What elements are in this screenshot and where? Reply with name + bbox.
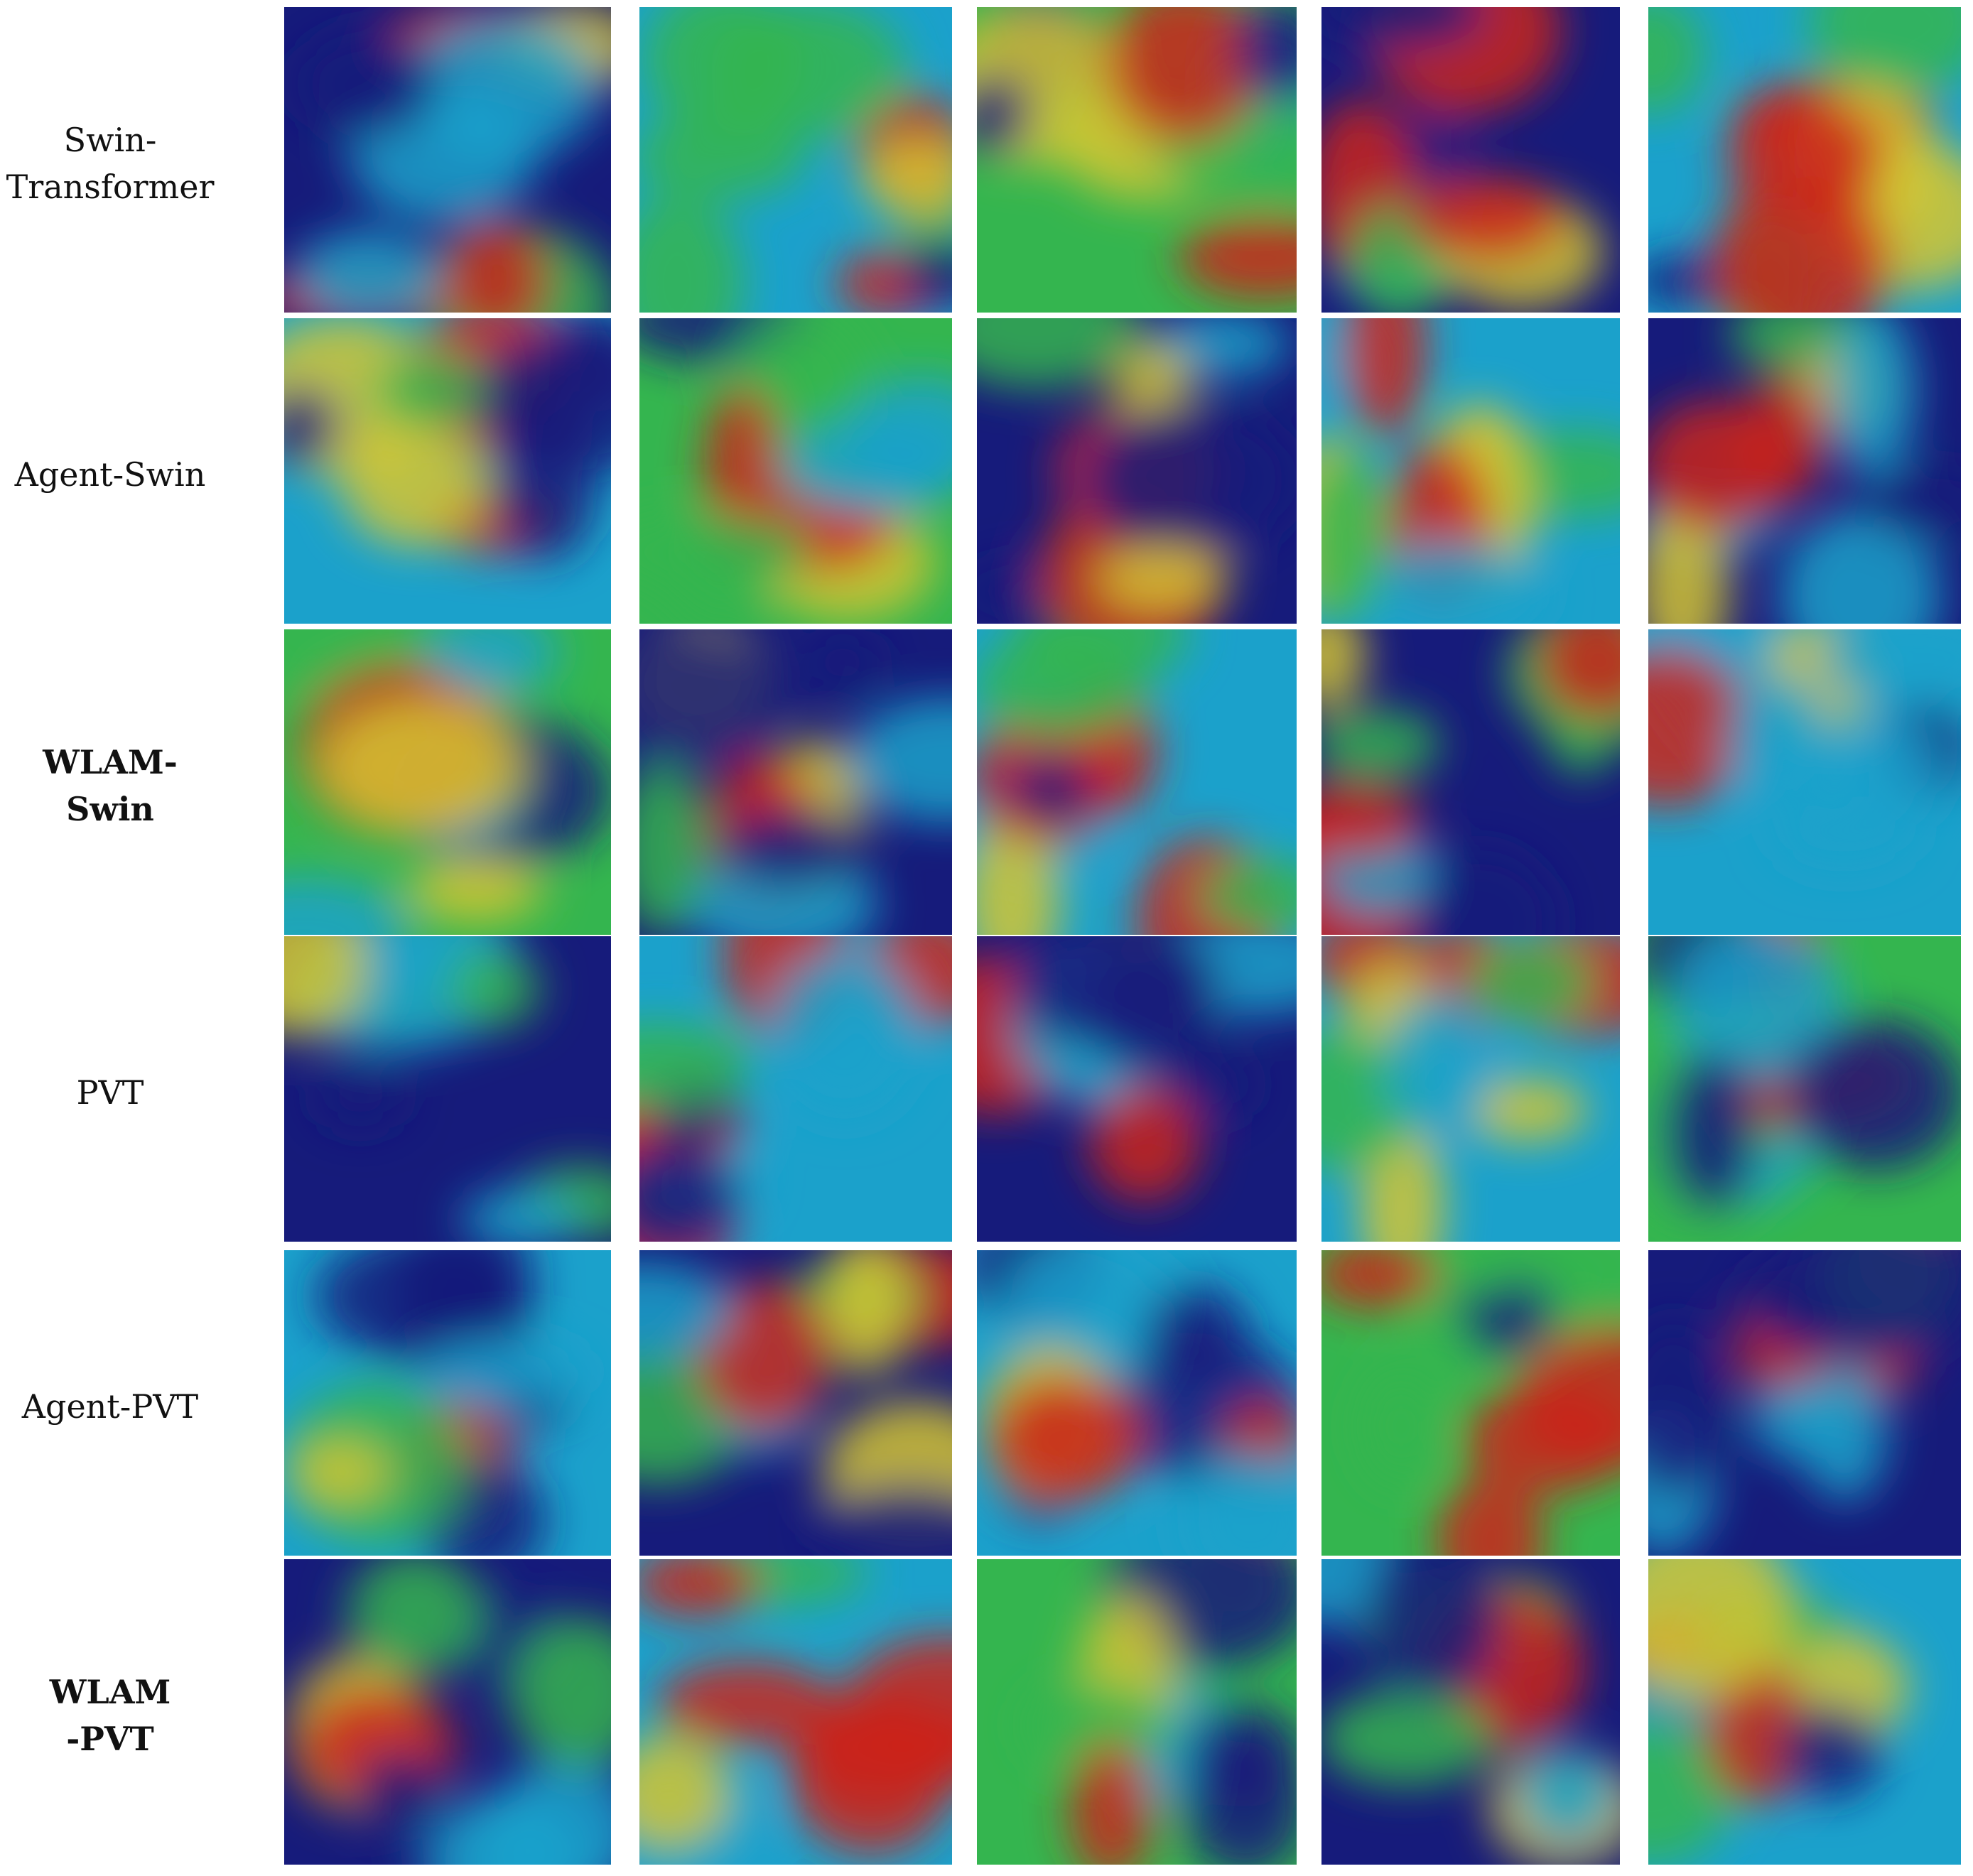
heatmap-image-scene-gym [977,629,1297,935]
heatmap-image-scene-drummer [1321,629,1620,935]
heatmap-image-scene-plant [639,318,952,624]
row-label: Swin- Transformer [0,7,220,320]
heatmap-image-scene-gym [977,7,1297,313]
heatmap-image-scene-people-dog [284,1250,611,1556]
figure-row: WLAM -PVT [0,1559,1973,1872]
heatmap-image-scene-floor-foot [1648,1559,1961,1865]
heatmap-image-scene-floor-foot [1648,936,1961,1242]
heatmap-image-scene-plant [639,1250,952,1556]
heatmap-image-scene-people-dog [284,629,611,935]
heatmap-image-scene-plant [639,1559,952,1865]
row-label-text: Swin- Transformer [6,121,215,206]
heatmap-image-scene-floor-foot [1648,318,1961,624]
row-label-text: WLAM -PVT [49,1673,171,1758]
row-label-text: WLAM- Swin [43,743,178,828]
heatmap-image-scene-drummer [1321,7,1620,313]
heatmap-image-scene-drummer [1321,936,1620,1242]
row-label-text: Agent-Swin [14,455,206,494]
row-label-text: PVT [76,1073,144,1112]
heatmap-image-scene-drummer [1321,1559,1620,1865]
heatmap-image-scene-gym [977,318,1297,624]
figure-row: WLAM- Swin [0,629,1973,942]
heatmap-image-scene-people-dog [284,318,611,624]
heatmap-image-scene-floor-foot [1648,1250,1961,1556]
figure-row: Agent-PVT [0,1250,1973,1563]
row-label-text: Agent-PVT [21,1387,199,1426]
heatmap-image-scene-drummer [1321,318,1620,624]
row-label: Agent-PVT [0,1250,220,1563]
heatmap-image-scene-floor-foot [1648,7,1961,313]
heatmap-image-scene-people-dog [284,936,611,1242]
heatmap-image-scene-plant [639,936,952,1242]
heatmap-image-scene-gym [977,936,1297,1242]
figure-row: Agent-Swin [0,318,1973,631]
heatmap-image-scene-gym [977,1559,1297,1865]
heatmap-image-scene-drummer [1321,1250,1620,1556]
heatmap-image-scene-gym [977,1250,1297,1556]
row-label: PVT [0,936,220,1249]
figure-row: Swin- Transformer [0,7,1973,320]
row-label: WLAM- Swin [0,629,220,942]
figure-row: PVT [0,936,1973,1249]
heatmap-image-scene-people-dog [284,1559,611,1865]
row-label: Agent-Swin [0,318,220,631]
heatmap-image-scene-people-dog [284,7,611,313]
row-label: WLAM -PVT [0,1559,220,1872]
heatmap-image-scene-floor-foot [1648,629,1961,935]
heatmap-image-scene-plant [639,629,952,935]
heatmap-image-scene-plant [639,7,952,313]
